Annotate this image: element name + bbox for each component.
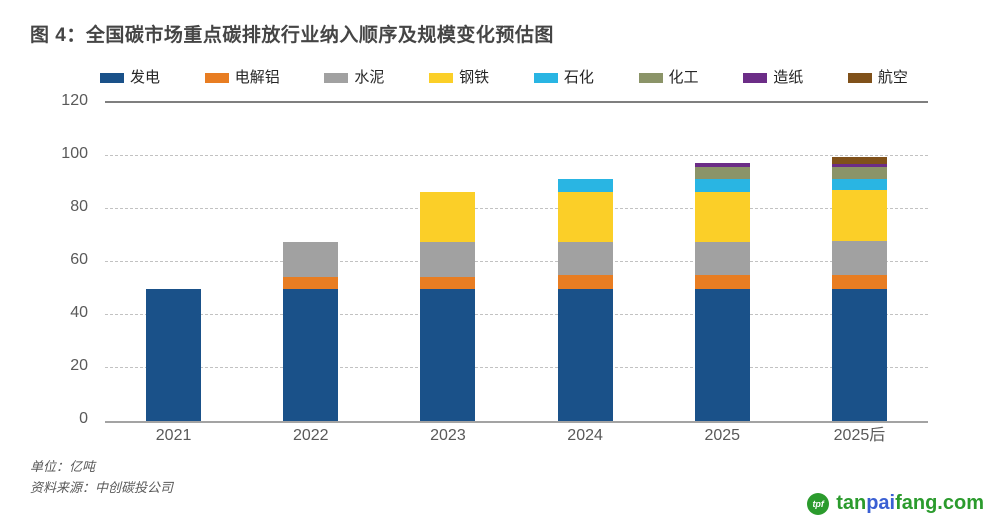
- site-logo[interactable]: tpf tanpaifang.com: [807, 492, 984, 515]
- bar-segment-电解铝: [694, 275, 750, 289]
- legend-item-7: 航空: [847, 69, 908, 87]
- logo-text-part2: pai: [866, 492, 896, 514]
- source-note: 资料来源：中创碳投公司: [30, 480, 174, 495]
- bar-segment-发电: [283, 288, 339, 421]
- legend-item-3: 钢铁: [429, 69, 489, 87]
- bar-segment-石化: [694, 178, 750, 192]
- bar-segment-造纸: [831, 163, 887, 167]
- logo-text-part3: fang.com: [895, 492, 984, 514]
- legend-label: 水泥: [354, 69, 385, 86]
- bar-segment-化工: [694, 166, 750, 179]
- legend-item-4: 石化: [533, 69, 594, 87]
- legend-swatch-icon: [638, 73, 663, 83]
- bar-segment-发电: [420, 288, 476, 421]
- bar-segment-化工: [831, 166, 887, 179]
- gridline-100: [105, 155, 928, 156]
- legend-item-1: 电解铝: [204, 69, 280, 87]
- chart-legend: 发电 电解铝 水泥 钢铁 石化 化工 造纸 航空: [100, 69, 908, 87]
- legend-label: 发电: [130, 69, 161, 86]
- x-tick-label-2025后: 2025后: [833, 427, 886, 444]
- tanpaifang-logo-text: tanpaifang.com: [836, 492, 984, 515]
- legend-item-2: 水泥: [324, 69, 384, 87]
- plot-area: [105, 101, 928, 423]
- legend-swatch-icon: [204, 73, 229, 83]
- x-tick-label-2024: 2024: [567, 427, 603, 444]
- bar-segment-造纸: [694, 162, 750, 167]
- bar-segment-水泥: [283, 242, 339, 277]
- legend-label: 化工: [668, 69, 699, 86]
- bar-segment-发电: [831, 288, 887, 421]
- x-tick-label-2025: 2025: [704, 427, 741, 444]
- tanpaifang-logo-icon: tpf: [807, 492, 830, 515]
- x-tick-label-2022: 2022: [292, 427, 329, 444]
- y-tick-label-0: 0: [79, 410, 88, 427]
- y-tick-label-100: 100: [61, 145, 88, 162]
- y-tick-label-120: 120: [61, 92, 88, 109]
- gridline-60: [105, 261, 928, 262]
- bar-segment-发电: [146, 288, 202, 421]
- bar-segment-发电: [694, 288, 750, 421]
- legend-item-6: 造纸: [743, 69, 803, 87]
- legend-label: 电解铝: [234, 69, 280, 86]
- bar-segment-石化: [557, 178, 613, 192]
- legend-swatch-icon: [100, 73, 124, 83]
- legend-label: 航空: [877, 69, 908, 86]
- bar-segment-水泥: [420, 242, 476, 277]
- gridline-40: [105, 314, 928, 315]
- bar-segment-钢铁: [694, 191, 750, 243]
- bar-segment-水泥: [557, 242, 613, 276]
- bar-segment-水泥: [831, 240, 887, 276]
- legend-label: 造纸: [773, 69, 804, 86]
- bar-segment-电解铝: [420, 276, 476, 289]
- chart-title: 图 4：全国碳市场重点碳排放行业纳入顺序及规模变化预估图: [30, 25, 554, 46]
- bar-segment-电解铝: [283, 276, 339, 289]
- y-tick-label-40: 40: [70, 304, 88, 322]
- bar-2021: [105, 103, 242, 421]
- bar-segment-航空: [831, 157, 887, 164]
- legend-swatch-icon: [847, 73, 872, 83]
- bar-segment-电解铝: [557, 275, 613, 289]
- bar-2025: [654, 103, 791, 421]
- bar-segment-钢铁: [557, 191, 613, 243]
- gridline-20: [105, 367, 928, 368]
- legend-label: 钢铁: [459, 69, 490, 86]
- bar-segment-水泥: [694, 242, 750, 276]
- bar-segment-钢铁: [420, 191, 476, 243]
- bar-2022: [242, 103, 379, 421]
- legend-swatch-icon: [324, 73, 349, 83]
- y-axis: 0 20 40 60 80 100 120: [0, 92, 88, 427]
- bar-segment-钢铁: [831, 190, 887, 241]
- unit-note: 单位：亿吨: [30, 459, 96, 474]
- bar-2023: [379, 103, 516, 421]
- bar-segment-石化: [831, 178, 887, 191]
- y-tick-label-20: 20: [70, 357, 88, 375]
- legend-swatch-icon: [533, 73, 558, 83]
- x-tick-label-2023: 2023: [430, 427, 466, 444]
- legend-swatch-icon: [743, 73, 768, 83]
- legend-item-0: 发电: [100, 69, 160, 87]
- x-tick-label-2021: 2021: [155, 427, 192, 444]
- bar-2025后: [791, 103, 928, 421]
- bar-2024: [517, 103, 654, 421]
- legend-label: 石化: [563, 69, 594, 86]
- legend-item-5: 化工: [638, 69, 699, 87]
- logo-text-part1: tan: [836, 492, 867, 514]
- bar-segment-电解铝: [831, 275, 887, 289]
- y-tick-label-60: 60: [70, 251, 88, 268]
- gridline-80: [105, 208, 928, 209]
- legend-swatch-icon: [429, 73, 454, 83]
- y-tick-label-80: 80: [70, 198, 88, 216]
- bar-segment-发电: [557, 288, 613, 421]
- bars-container: [105, 103, 928, 421]
- x-axis: 2021 2022 2023 2024 2025 2025后: [105, 426, 928, 446]
